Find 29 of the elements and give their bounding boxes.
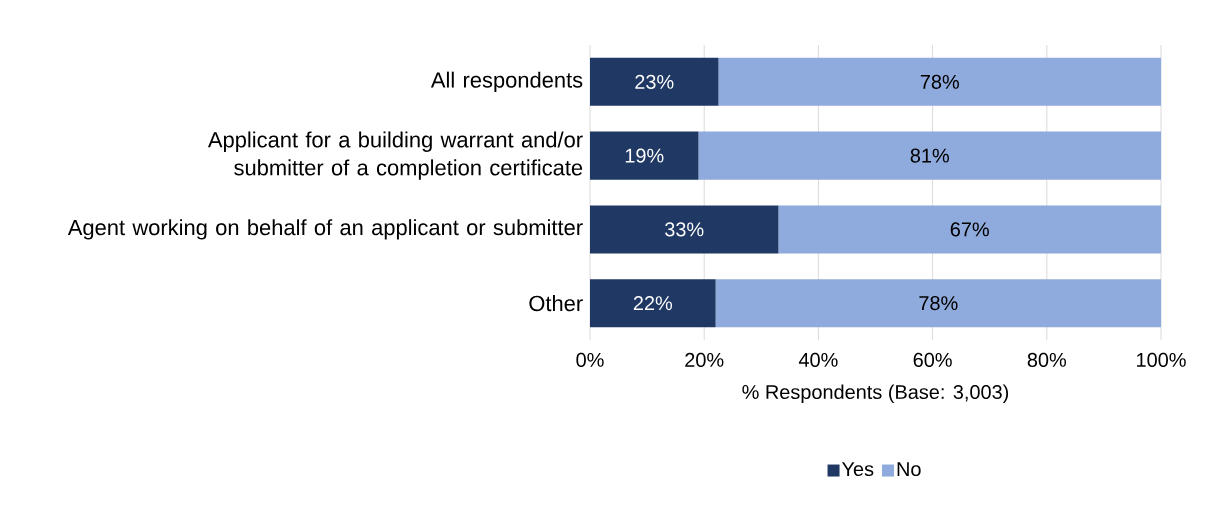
x-tick-label: 0%	[576, 352, 604, 367]
y-tick-label: Agent working on behalf of an applicant or submitter	[67, 219, 583, 240]
x-axis-title: % Respondents (Base: 3,003)	[742, 384, 1009, 404]
x-tick-label: 40%	[798, 352, 838, 367]
x-tick-label: 20%	[685, 352, 724, 367]
x-tick-label: 100%	[1137, 352, 1186, 367]
data-label: 22%	[633, 296, 673, 311]
bar	[590, 205, 779, 254]
legend-label: No	[897, 462, 921, 477]
data-label: 23%	[635, 74, 674, 89]
data-label: 81%	[910, 148, 949, 163]
bar	[778, 205, 1162, 254]
bar	[718, 57, 1162, 106]
bar	[590, 131, 699, 180]
legend-label: Yes	[841, 462, 874, 477]
data-label: 67%	[950, 222, 989, 237]
data-label: 19%	[625, 148, 664, 163]
x-tick-label: 60%	[913, 352, 952, 367]
bar	[715, 279, 1162, 328]
y-tick-label: Applicant for a building warrant and/or submitter of a completion certificate	[207, 131, 583, 180]
bar	[590, 279, 716, 328]
data-label: 78%	[920, 74, 959, 89]
bar	[698, 131, 1162, 180]
data-label: 78%	[919, 296, 958, 311]
y-tick-label: All respondents	[430, 71, 583, 93]
bar	[590, 57, 719, 106]
data-label: 33%	[665, 222, 704, 237]
y-tick-label: Other	[529, 295, 583, 312]
x-tick-label: 80%	[1027, 352, 1067, 367]
